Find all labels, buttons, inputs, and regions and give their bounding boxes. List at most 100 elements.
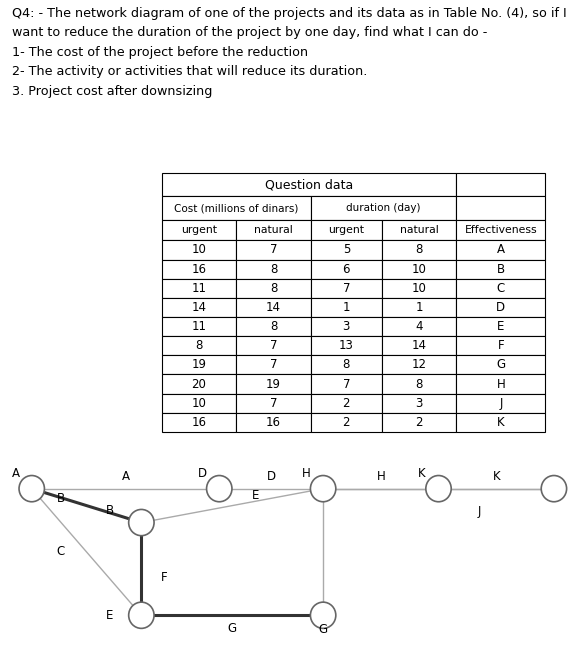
Bar — [162, 374, 237, 394]
Bar — [237, 355, 311, 374]
Text: J: J — [477, 505, 481, 518]
Bar — [456, 394, 545, 413]
Text: 7: 7 — [270, 397, 278, 410]
Text: F: F — [497, 339, 504, 352]
Text: B: B — [106, 503, 114, 517]
Text: 20: 20 — [192, 378, 207, 390]
Text: J: J — [499, 397, 503, 410]
Text: Cost (millions of dinars): Cost (millions of dinars) — [174, 203, 298, 213]
Text: 14: 14 — [266, 301, 281, 314]
Text: 11: 11 — [192, 320, 207, 333]
Text: E: E — [106, 608, 113, 622]
Text: 8: 8 — [270, 320, 278, 333]
Bar — [456, 336, 545, 355]
Bar — [456, 173, 545, 196]
Text: 3: 3 — [343, 320, 350, 333]
Ellipse shape — [310, 475, 336, 502]
Text: 8: 8 — [270, 263, 278, 275]
Text: natural: natural — [254, 225, 293, 235]
Text: 1: 1 — [415, 301, 423, 314]
Bar — [237, 259, 311, 279]
Bar — [311, 317, 382, 336]
Bar — [311, 298, 382, 317]
Bar — [382, 394, 456, 413]
Text: G: G — [228, 622, 237, 635]
Text: G: G — [496, 358, 505, 372]
Bar — [162, 220, 237, 240]
Bar — [456, 240, 545, 259]
Text: E: E — [252, 489, 259, 502]
Text: 13: 13 — [339, 339, 354, 352]
Text: Question data: Question data — [265, 178, 353, 191]
Text: 16: 16 — [266, 416, 281, 429]
Bar — [382, 413, 456, 432]
Bar — [382, 220, 456, 240]
Bar — [456, 259, 545, 279]
Text: 2: 2 — [343, 416, 350, 429]
Bar — [311, 413, 382, 432]
Bar — [237, 413, 311, 432]
Bar — [382, 336, 456, 355]
Bar — [162, 355, 237, 374]
Text: Effectiveness: Effectiveness — [464, 225, 537, 235]
Text: 4: 4 — [415, 320, 423, 333]
Bar — [456, 355, 545, 374]
Text: E: E — [497, 320, 504, 333]
Text: H: H — [496, 378, 505, 390]
Text: 8: 8 — [415, 243, 423, 257]
Bar — [162, 413, 237, 432]
Bar — [382, 298, 456, 317]
Text: A: A — [12, 467, 20, 480]
Text: H: H — [376, 469, 385, 483]
Text: 10: 10 — [192, 243, 207, 257]
Text: 2: 2 — [343, 397, 350, 410]
Bar — [237, 279, 311, 298]
Bar — [162, 240, 237, 259]
Text: 8: 8 — [343, 358, 350, 372]
Bar — [237, 394, 311, 413]
Bar — [456, 220, 545, 240]
Bar — [311, 240, 382, 259]
Text: 12: 12 — [411, 358, 426, 372]
Bar — [237, 220, 311, 240]
Text: K: K — [497, 416, 505, 429]
Text: 10: 10 — [411, 263, 426, 275]
Text: B: B — [57, 492, 65, 505]
Bar — [311, 259, 382, 279]
Bar — [382, 355, 456, 374]
Text: urgent: urgent — [328, 225, 364, 235]
Text: 7: 7 — [270, 243, 278, 257]
Ellipse shape — [19, 475, 44, 502]
Bar — [162, 317, 237, 336]
Text: D: D — [197, 467, 207, 480]
Text: 2: 2 — [415, 416, 423, 429]
Bar — [456, 196, 545, 220]
Text: D: D — [496, 301, 505, 314]
Text: 19: 19 — [192, 358, 207, 372]
Bar — [456, 374, 545, 394]
Text: 5: 5 — [343, 243, 350, 257]
Bar — [237, 374, 311, 394]
Bar — [456, 298, 545, 317]
Text: A: A — [122, 469, 129, 483]
Text: F: F — [161, 571, 168, 585]
Bar — [382, 259, 456, 279]
Ellipse shape — [129, 602, 154, 628]
Ellipse shape — [207, 475, 232, 502]
Text: H: H — [301, 467, 310, 480]
Bar — [456, 317, 545, 336]
Bar — [382, 279, 456, 298]
Bar — [382, 374, 456, 394]
Ellipse shape — [426, 475, 451, 502]
Bar — [162, 394, 237, 413]
Bar — [237, 317, 311, 336]
Bar — [311, 374, 382, 394]
Bar — [162, 259, 237, 279]
Bar — [162, 336, 237, 355]
Text: 1: 1 — [343, 301, 350, 314]
Text: 14: 14 — [192, 301, 207, 314]
Text: Q4: - The network diagram of one of the projects and its data as in Table No. (4: Q4: - The network diagram of one of the … — [12, 7, 566, 98]
Text: 19: 19 — [266, 378, 281, 390]
Text: 14: 14 — [411, 339, 426, 352]
Text: 7: 7 — [270, 358, 278, 372]
